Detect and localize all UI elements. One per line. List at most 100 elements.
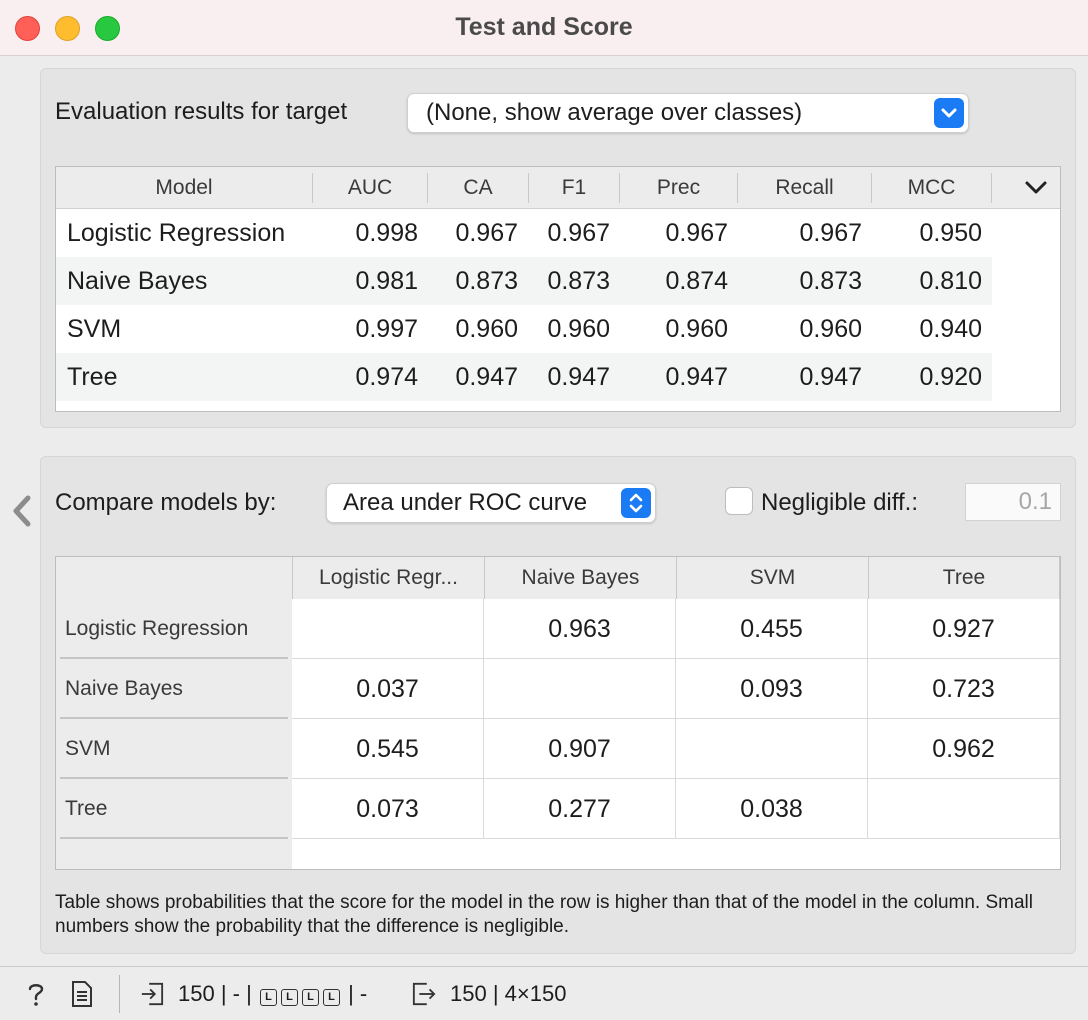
input-type-box: L	[280, 989, 298, 1006]
table-row[interactable]: Logistic Regression 0.998 0.967 0.967 0.…	[56, 209, 992, 257]
column-header-recall[interactable]: Recall	[775, 176, 834, 199]
comparison-cell[interactable]: 0.073	[292, 779, 484, 839]
row-header-naive-bayes: Naive Bayes	[60, 659, 288, 719]
compare-label: Compare models by:	[55, 489, 277, 516]
auc-value: 0.997	[355, 315, 418, 343]
model-name: Tree	[67, 363, 118, 391]
prec-value: 0.967	[665, 219, 728, 247]
column-header-prec[interactable]: Prec	[656, 176, 701, 199]
comparison-table: Logistic Regr... Naive Bayes SVM Tree Lo…	[55, 556, 1061, 870]
evaluation-table: Model AUC CA F1 Prec Recall MCC Logistic…	[55, 166, 1061, 412]
input-suffix: | -	[348, 981, 368, 1006]
row-header-svm: SVM	[60, 719, 288, 779]
mcc-value: 0.920	[919, 363, 982, 391]
title-bar: Test and Score	[0, 0, 1088, 56]
target-label: Evaluation results for target	[55, 98, 348, 125]
ca-value: 0.873	[455, 267, 518, 295]
model-name: Logistic Regression	[67, 219, 286, 247]
dropdown-chevron-icon	[934, 98, 964, 128]
stepper-updown-icon	[621, 488, 651, 518]
column-header-ca[interactable]: CA	[463, 176, 493, 199]
f1-value: 0.960	[547, 315, 610, 343]
row-header-logistic-regression: Logistic Regression	[60, 599, 288, 659]
help-icon[interactable]	[24, 981, 48, 1007]
maximize-window-button[interactable]	[95, 16, 120, 41]
minimize-window-button[interactable]	[55, 16, 80, 41]
comparison-note: Table shows probabilities that the score…	[55, 892, 1033, 937]
comparison-cell[interactable]: 0.907	[484, 719, 676, 779]
evaluation-results-panel: Evaluation results for target (None, sho…	[40, 68, 1076, 428]
comparison-cell[interactable]: 0.962	[868, 719, 1060, 779]
comparison-cell[interactable]: 0.277	[484, 779, 676, 839]
mcc-value: 0.940	[919, 315, 982, 343]
recall-value: 0.947	[799, 363, 862, 391]
prec-value: 0.874	[665, 267, 728, 295]
f1-value: 0.967	[547, 219, 610, 247]
comparison-grid	[292, 599, 1060, 869]
input-count: 150 | - |	[178, 981, 252, 1006]
column-header-logistic-regression[interactable]: Logistic Regr...	[292, 557, 484, 599]
negligible-diff-label: Negligible diff.:	[761, 489, 918, 516]
ca-value: 0.967	[455, 219, 518, 247]
model-name: SVM	[67, 315, 122, 343]
column-header-tree[interactable]: Tree	[868, 557, 1060, 599]
compare-models-panel: Compare models by: Area under ROC curve …	[40, 456, 1076, 954]
f1-value: 0.873	[547, 267, 610, 295]
column-menu-chevron-icon[interactable]	[1024, 179, 1048, 197]
row-header-tree: Tree	[60, 779, 288, 839]
prec-value: 0.947	[665, 363, 728, 391]
table-row[interactable]: Naive Bayes 0.981 0.873 0.873 0.874 0.87…	[56, 257, 992, 305]
compare-metric-value: Area under ROC curve	[343, 489, 588, 516]
table-row[interactable]: SVM 0.997 0.960 0.960 0.960 0.960 0.940	[56, 305, 992, 353]
output-summary: 150 | 4×150	[450, 981, 567, 1006]
model-name: Naive Bayes	[67, 267, 208, 295]
column-header-svm[interactable]: SVM	[676, 557, 868, 599]
column-header-naive-bayes[interactable]: Naive Bayes	[484, 557, 676, 599]
comparison-cell[interactable]: 0.927	[868, 599, 1060, 659]
input-type-box: L	[259, 989, 277, 1006]
input-type-box: L	[322, 989, 340, 1006]
recall-value: 0.967	[799, 219, 862, 247]
auc-value: 0.981	[355, 267, 418, 295]
compare-metric-select[interactable]: Area under ROC curve	[326, 483, 656, 523]
target-select[interactable]: (None, show average over classes)	[407, 93, 969, 133]
column-header-model[interactable]: Model	[155, 176, 213, 199]
comparison-cell[interactable]: 0.038	[676, 779, 868, 839]
input-type-box: L	[301, 989, 319, 1006]
comparison-cell[interactable]: 0.963	[484, 599, 676, 659]
negligible-diff-input[interactable]: 0.1	[965, 483, 1061, 521]
ca-value: 0.960	[455, 315, 518, 343]
comparison-cell[interactable]	[676, 719, 868, 779]
comparison-cell[interactable]: 0.455	[676, 599, 868, 659]
column-header-mcc[interactable]: MCC	[907, 176, 956, 199]
comparison-cell[interactable]: 0.723	[868, 659, 1060, 719]
recall-value: 0.873	[799, 267, 862, 295]
comparison-cell[interactable]	[484, 659, 676, 719]
mcc-value: 0.950	[919, 219, 982, 247]
auc-value: 0.998	[355, 219, 418, 247]
negligible-diff-checkbox[interactable]	[725, 487, 753, 515]
auc-value: 0.974	[355, 363, 418, 391]
window-title: Test and Score	[455, 13, 633, 41]
recall-value: 0.960	[799, 315, 862, 343]
close-window-button[interactable]	[15, 16, 40, 41]
ca-value: 0.947	[455, 363, 518, 391]
comparison-cell[interactable]: 0.037	[292, 659, 484, 719]
report-icon[interactable]	[70, 981, 94, 1007]
input-icon	[141, 982, 164, 1006]
column-header-f1[interactable]: F1	[561, 176, 587, 199]
evaluation-table-header: Model AUC CA F1 Prec Recall MCC	[56, 167, 1060, 209]
mcc-value: 0.810	[919, 267, 982, 295]
column-header-auc[interactable]: AUC	[347, 176, 393, 199]
comparison-cell[interactable]	[868, 779, 1060, 839]
comparison-cell[interactable]: 0.093	[676, 659, 868, 719]
collapse-left-icon[interactable]	[10, 494, 34, 528]
comparison-cell[interactable]: 0.545	[292, 719, 484, 779]
table-row[interactable]: Tree 0.974 0.947 0.947 0.947 0.947 0.920	[56, 353, 992, 401]
comparison-cell[interactable]	[292, 599, 484, 659]
target-select-value: (None, show average over classes)	[426, 99, 803, 126]
f1-value: 0.947	[547, 363, 610, 391]
prec-value: 0.960	[665, 315, 728, 343]
